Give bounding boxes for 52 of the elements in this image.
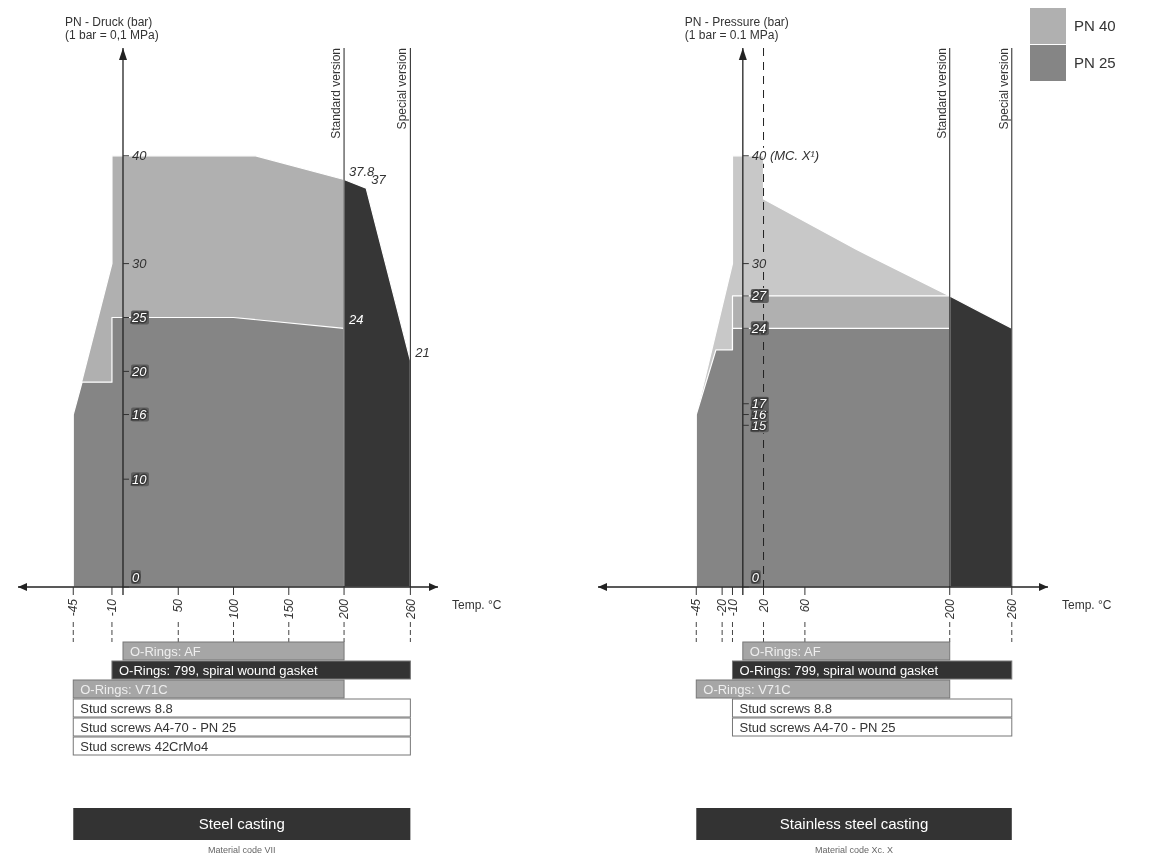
x-tick-label: 60 — [798, 598, 813, 613]
x-tick-label: 200 — [337, 598, 352, 621]
ref-line-label: Standard version — [329, 48, 344, 139]
y-tick-label: 10 — [132, 471, 148, 487]
text: Steel casting — [198, 815, 285, 833]
x-tick-label: 100 — [226, 598, 241, 620]
legend-label: PN 25 — [1074, 54, 1116, 72]
x-tick-label: 200 — [942, 598, 957, 621]
text: Stainless steel casting — [779, 815, 929, 833]
annotation: 24 — [348, 312, 364, 328]
ref-line-label: Special version — [996, 48, 1011, 130]
y-tick-label: 27 — [750, 288, 768, 304]
legend-label: PN 40 — [1074, 17, 1116, 35]
y-tick-label: 40 (MC. X¹) — [751, 148, 819, 164]
text: Material code VII — [208, 845, 276, 855]
category-label: O-Rings: AF — [130, 644, 201, 660]
y-axis-title: PN - Druck (bar) (1 bar = 0,1 MPa) — [65, 15, 159, 42]
y-tick-label: 17 — [751, 396, 768, 412]
y-tick-label: 24 — [750, 320, 767, 336]
category-label: Stud screws A4-70 - PN 25 — [80, 720, 237, 736]
x-tick-label: -10 — [105, 598, 120, 617]
annotation: 21 — [414, 344, 430, 360]
y-tick-label: 30 — [132, 256, 148, 272]
category-label: O-Rings: 799, spiral wound gasket — [739, 663, 939, 679]
category-label: O-Rings: V71C — [80, 682, 168, 698]
category-label: O-Rings: AF — [749, 644, 821, 660]
x-tick-label: -10 — [725, 598, 740, 617]
x-tick-label: 50 — [171, 598, 186, 613]
category-label: Stud screws A4-70 - PN 25 — [739, 720, 896, 736]
ref-line-label: Special version — [395, 48, 410, 130]
x-axis-title: Temp. °C — [452, 598, 502, 612]
category-label: Stud screws 8.8 — [80, 701, 173, 717]
y-tick-label: 16 — [132, 407, 148, 423]
category-label: O-Rings: V71C — [703, 682, 791, 698]
y-tick-label: 20 — [131, 363, 148, 379]
ref-line-label: Standard version — [934, 48, 949, 139]
y-tick-label: 30 — [751, 256, 768, 272]
category-label: O-Rings: 799, spiral wound gasket — [118, 663, 318, 679]
x-tick-label: 260 — [1004, 598, 1019, 621]
x-axis-title: Temp. °C — [1062, 598, 1112, 612]
y-tick-label: 25 — [131, 310, 148, 326]
text: Material code Xc. X — [815, 845, 894, 855]
x-tick-label: 260 — [403, 598, 418, 621]
x-tick-label: -45 — [689, 598, 704, 617]
y-tick-label: 0 — [751, 569, 760, 585]
category-label: Stud screws 42CrMo4 — [80, 739, 209, 755]
x-tick-label: 150 — [281, 598, 296, 620]
x-tick-label: -45 — [66, 598, 81, 617]
category-label: Stud screws 8.8 — [739, 701, 832, 717]
y-tick-label: 0 — [132, 569, 140, 585]
y-tick-label: 40 — [132, 148, 148, 164]
y-axis-title: PN - Pressure (bar) (1 bar = 0.1 MPa) — [684, 15, 789, 42]
